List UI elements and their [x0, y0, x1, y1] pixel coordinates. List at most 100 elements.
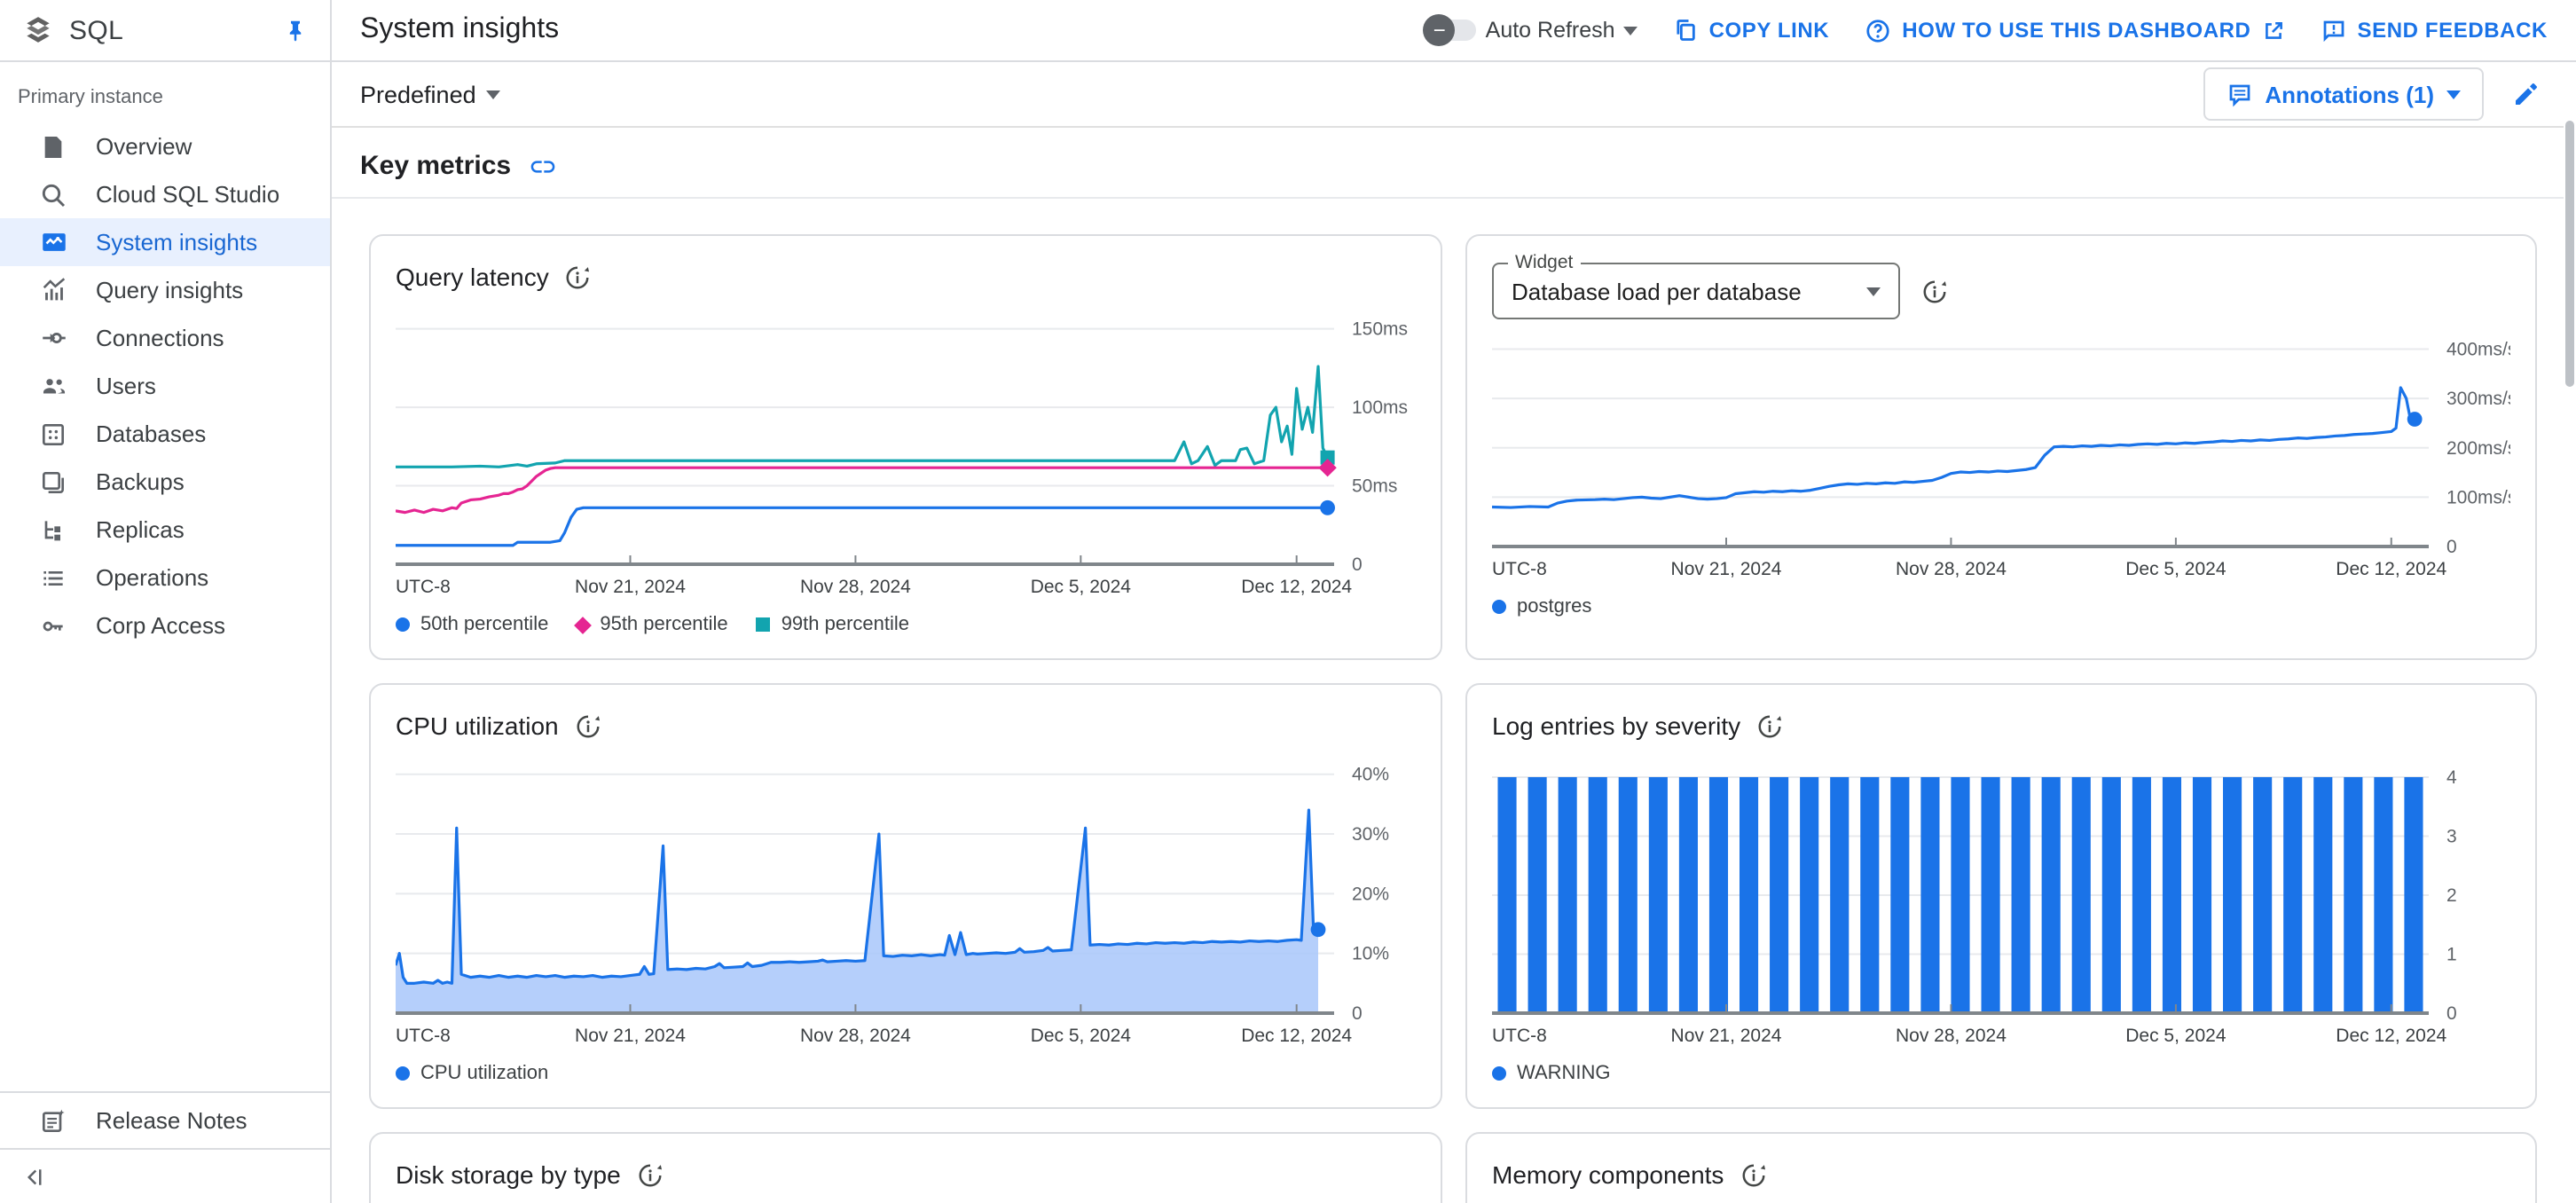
sidebar-header: SQL [0, 0, 330, 62]
x-axis-label: Dec 5, 2024 [2125, 1026, 2227, 1047]
chart-legend: WARNING [1492, 1054, 2510, 1093]
sidebar-item-cloud-sql-studio[interactable]: Cloud SQL Studio [0, 170, 330, 218]
system-insights-chart-icon [37, 226, 69, 258]
x-axis-label: Dec 12, 2024 [1241, 577, 1353, 598]
svg-text:10%: 10% [1352, 944, 1389, 964]
sidebar-item-overview[interactable]: Overview [0, 122, 330, 170]
x-axis-label: UTC-8 [1492, 1026, 1547, 1047]
svg-text:50ms: 50ms [1352, 476, 1397, 497]
sidebar-item-label: Databases [96, 421, 207, 447]
annotations-label: Annotations (1) [2265, 81, 2434, 107]
info-icon[interactable] [1740, 1161, 1766, 1188]
sidebar-item-label: Users [96, 373, 156, 399]
sidebar-item-corp-access[interactable]: Corp Access [0, 602, 330, 649]
preset-dropdown[interactable]: Predefined [360, 81, 501, 107]
svg-text:400ms/s: 400ms/s [2446, 340, 2510, 360]
annotations-comment-icon [2228, 83, 2250, 106]
send-feedback-label: SEND FEEDBACK [2357, 18, 2548, 43]
database-load-chart[interactable]: 400ms/s 300ms/s 200ms/s 100ms/s 0 [1491, 330, 2517, 557]
backups-copy-icon [37, 466, 69, 498]
info-icon[interactable] [637, 1161, 664, 1188]
sidebar-item-databases[interactable]: Databases [0, 410, 330, 458]
x-axis-labels: UTC-8 Nov 21, 2024 Nov 28, 2024 Dec 5, 2024… [396, 1024, 1416, 1050]
sidebar-item-backups[interactable]: Backups [0, 458, 330, 506]
sidebar-item-connections[interactable]: Connections [0, 314, 330, 362]
chevron-down-icon [1623, 26, 1638, 35]
chart-title: Disk storage by type [396, 1160, 621, 1189]
how-to-use-dashboard-button[interactable]: HOW TO USE THIS DASHBOARD [1865, 17, 2284, 43]
log-entries-chart[interactable]: 4 3 2 1 0 [1492, 754, 2510, 1024]
sidebar-item-operations[interactable]: Operations [0, 554, 330, 602]
sql-product-logo-icon [21, 13, 55, 47]
sidebar-item-label: Cloud SQL Studio [96, 181, 280, 208]
info-icon[interactable] [565, 263, 592, 290]
widget-select-value: Database load per database [1512, 278, 1802, 304]
external-link-icon [2265, 21, 2282, 38]
svg-text:150ms: 150ms [1352, 319, 1408, 340]
widget-select-label: Widget [1508, 252, 1581, 273]
chevron-down-icon [486, 90, 501, 98]
sidebar-footer: Release Notes [0, 1091, 330, 1203]
pin-icon[interactable] [282, 17, 309, 43]
query-latency-chart[interactable]: 150ms 100ms 50ms 0 [395, 305, 1416, 575]
sidebar-item-users[interactable]: Users [0, 362, 330, 410]
svg-text:1: 1 [2446, 944, 2457, 964]
page-scrollbar[interactable] [2564, 62, 2576, 1203]
chart-legend: CPU utilization [396, 1054, 1416, 1093]
send-feedback-button[interactable]: SEND FEEDBACK [2321, 17, 2549, 43]
legend-label: 99th percentile [781, 614, 910, 635]
chart-title: CPU utilization [396, 712, 559, 740]
legend-label: CPU utilization [420, 1063, 549, 1084]
legend-label: 95th percentile [600, 614, 728, 635]
help-icon [1866, 19, 1889, 42]
overview-doc-icon [37, 130, 69, 162]
sidebar-item-release-notes[interactable]: Release Notes [0, 1093, 330, 1148]
auto-refresh-toggle[interactable]: − [1423, 14, 1477, 46]
chart-legend: postgres [1492, 587, 2510, 626]
databases-grid-icon [37, 418, 69, 450]
cpu-utilization-chart[interactable]: 40% 30% 20% 10% 0 [394, 754, 1416, 1024]
sidebar-item-label: Operations [96, 564, 209, 591]
sidebar-item-query-insights[interactable]: Query insights [0, 266, 330, 314]
legend-label: 50th percentile [420, 614, 549, 635]
chart-title: Memory components [1492, 1160, 1724, 1189]
x-axis-label: Dec 12, 2024 [2336, 559, 2447, 580]
legend-label: WARNING [1517, 1063, 1611, 1084]
sidebar-item-replicas[interactable]: Replicas [0, 506, 330, 554]
x-axis-label: Nov 28, 2024 [799, 577, 911, 598]
svg-text:20%: 20% [1352, 884, 1389, 904]
info-icon[interactable] [1921, 278, 1948, 304]
link-icon[interactable] [529, 152, 557, 180]
x-axis-label: Nov 21, 2024 [1670, 1026, 1782, 1047]
sidebar-item-system-insights[interactable]: System insights [0, 218, 330, 266]
x-axis-label: Nov 21, 2024 [1670, 559, 1782, 580]
info-icon[interactable] [575, 712, 601, 739]
x-axis-label: Dec 5, 2024 [1030, 577, 1131, 598]
info-icon[interactable] [1756, 712, 1783, 739]
annotations-button[interactable]: Annotations (1) [2203, 67, 2484, 121]
auto-refresh-control[interactable]: − Auto Refresh [1423, 14, 1638, 46]
sidebar-collapse-row [0, 1148, 330, 1203]
legend-diamond-marker [574, 616, 593, 633]
svg-text:3: 3 [2446, 826, 2457, 846]
log-entries-card: Log entries by severity 4 3 2 1 0 UTC-8 Nov 2… [1465, 683, 2537, 1109]
users-people-icon [37, 370, 69, 402]
x-axis-label: Nov 21, 2024 [575, 577, 686, 598]
feedback-icon [2323, 20, 2344, 42]
svg-text:30%: 30% [1352, 824, 1389, 845]
preset-label: Predefined [360, 81, 476, 107]
legend-item: WARNING [1492, 1063, 1611, 1084]
sidebar-item-label: Query insights [96, 277, 244, 303]
page-header: System insights − Auto Refresh COPY LINK… [332, 0, 2576, 62]
edit-pencil-icon[interactable] [2512, 80, 2541, 108]
copy-link-button[interactable]: COPY LINK [1674, 18, 1830, 43]
collapse-sidebar-icon[interactable] [21, 1163, 48, 1190]
key-metrics-section-header: Key metrics [332, 128, 2576, 199]
search-icon [37, 178, 69, 210]
widget-select[interactable]: Widget Database load per database [1492, 252, 1900, 319]
operations-list-icon [37, 562, 69, 594]
legend-circle-marker [1492, 600, 1506, 614]
scrollbar-thumb[interactable] [2565, 121, 2574, 387]
svg-text:40%: 40% [1352, 765, 1389, 785]
